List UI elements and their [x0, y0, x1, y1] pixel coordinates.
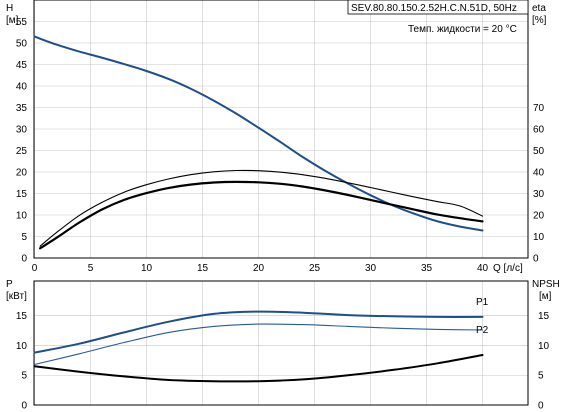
head-tick-label: 35: [16, 103, 28, 114]
pump-label: SEV.80.80.150.2.52H.C.N.51D, 50Hz: [351, 3, 517, 14]
x-tick-label: 5: [88, 263, 94, 274]
x-tick-label: 15: [197, 263, 209, 274]
head-tick-label: 5: [21, 232, 27, 243]
x-tick-label: 20: [253, 263, 265, 274]
p1-curve: [33, 310, 484, 354]
power-axis-unit: [кВт]: [6, 291, 27, 302]
npsh-curve: [33, 354, 484, 383]
x-tick-label: 0: [32, 263, 38, 274]
p2-curve-label: P2: [476, 325, 489, 336]
head-tick-label: 25: [16, 146, 28, 157]
npsh-tick-label: 5: [538, 371, 544, 382]
head-tick-label: 20: [16, 168, 28, 179]
bottom-panel-frame: [33, 280, 529, 406]
power-tick-label: 10: [16, 341, 28, 352]
x-tick-label: 10: [141, 263, 153, 274]
x-tick-label: 25: [309, 263, 321, 274]
head-axis-title: H: [6, 3, 13, 14]
head-tick-label: 45: [16, 60, 28, 71]
power-tick-label: 0: [21, 401, 27, 412]
eta-tick-label: 20: [533, 211, 545, 222]
eta-tick-label: 40: [533, 168, 545, 179]
liquid-temperature-label: Темп. жидкости = 20 °C: [408, 24, 517, 35]
p1-curve-label: P1: [476, 297, 489, 308]
pump-label-box: [347, 0, 529, 15]
head-tick-label: 30: [16, 125, 28, 136]
npsh-tick-label: 0: [538, 401, 544, 412]
top-panel-ticks: 0 5 10 15 20 25 30 35 40 0 5 10 15 20 25 30 35 40 45 50 55 0 1…: [16, 17, 545, 274]
head-axis-unit: [м]: [6, 15, 19, 26]
power-tick-label: 15: [16, 311, 28, 322]
head-tick-label: 40: [16, 82, 28, 93]
eta-tick-label: 10: [533, 232, 545, 243]
flow-axis-title: Q [л/с]: [493, 263, 523, 274]
head-tick-label: 10: [16, 211, 28, 222]
eta-axis-title: eta: [532, 3, 546, 14]
npsh-axis-unit: [м]: [539, 291, 552, 302]
head-tick-label: 0: [21, 254, 27, 265]
eta-tick-label: 30: [533, 189, 545, 200]
x-tick-label: 30: [365, 263, 377, 274]
bottom-panel-ticks: 0 5 10 15 0 5 10 15: [16, 311, 550, 411]
bottom-panel-series: [33, 310, 484, 383]
eta_bold-curve: [39, 180, 484, 250]
power-tick-label: 5: [21, 371, 27, 382]
head-tick-label: 15: [16, 189, 28, 200]
head-tick-label: 55: [16, 17, 28, 28]
eta-tick-label: 70: [533, 103, 545, 114]
npsh-axis-title: NPSH: [532, 279, 560, 290]
eta-axis-unit: [%]: [532, 15, 547, 26]
eta-tick-label: 0: [533, 254, 539, 265]
power-axis-title: P: [6, 279, 13, 290]
npsh-tick-label: 15: [538, 311, 550, 322]
npsh-tick-label: 10: [538, 341, 550, 352]
top-panel-series: [33, 35, 484, 250]
x-tick-label: 40: [477, 263, 489, 274]
x-tick-label: 35: [421, 263, 433, 274]
bottom-panel-grid: [34, 281, 528, 406]
top-panel-grid: [34, 0, 528, 259]
p2-curve: [33, 323, 484, 366]
head-tick-label: 50: [16, 39, 28, 50]
eta_thin-curve: [39, 169, 484, 247]
top-panel-frame: [33, 0, 529, 259]
head-curve: [33, 35, 484, 232]
eta-tick-label: 60: [533, 125, 545, 136]
eta-tick-label: 50: [533, 146, 545, 157]
